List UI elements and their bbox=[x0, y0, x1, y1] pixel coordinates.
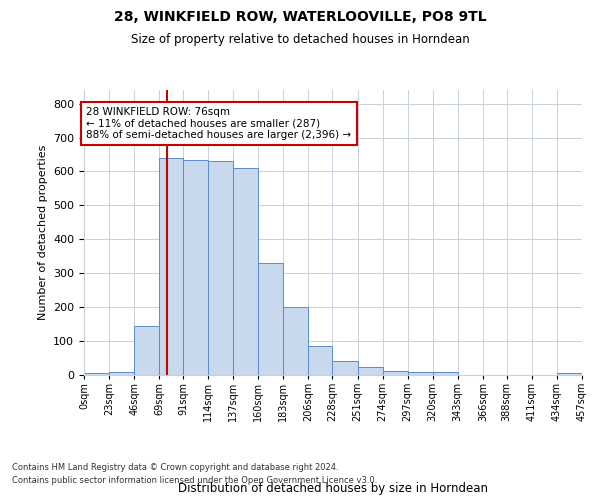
Bar bbox=[233, 168, 259, 375]
Bar bbox=[557, 374, 582, 375]
Bar bbox=[358, 366, 383, 375]
Text: Distribution of detached houses by size in Horndean: Distribution of detached houses by size … bbox=[178, 482, 488, 495]
Bar bbox=[383, 371, 407, 375]
Bar bbox=[433, 372, 458, 375]
Text: 28 WINKFIELD ROW: 76sqm
← 11% of detached houses are smaller (287)
88% of semi-d: 28 WINKFIELD ROW: 76sqm ← 11% of detache… bbox=[86, 107, 352, 140]
Bar bbox=[308, 346, 332, 375]
Bar bbox=[332, 362, 358, 375]
Text: Contains HM Land Registry data © Crown copyright and database right 2024.: Contains HM Land Registry data © Crown c… bbox=[12, 464, 338, 472]
Bar bbox=[109, 372, 134, 375]
Bar bbox=[183, 160, 208, 375]
Text: Size of property relative to detached houses in Horndean: Size of property relative to detached ho… bbox=[131, 32, 469, 46]
Bar bbox=[407, 372, 433, 375]
Bar bbox=[208, 161, 233, 375]
Text: 28, WINKFIELD ROW, WATERLOOVILLE, PO8 9TL: 28, WINKFIELD ROW, WATERLOOVILLE, PO8 9T… bbox=[113, 10, 487, 24]
Bar bbox=[159, 158, 183, 375]
Bar bbox=[259, 263, 283, 375]
Y-axis label: Number of detached properties: Number of detached properties bbox=[38, 145, 47, 320]
Bar bbox=[84, 374, 109, 375]
Bar bbox=[134, 326, 159, 375]
Bar bbox=[283, 307, 308, 375]
Text: Contains public sector information licensed under the Open Government Licence v3: Contains public sector information licen… bbox=[12, 476, 377, 485]
